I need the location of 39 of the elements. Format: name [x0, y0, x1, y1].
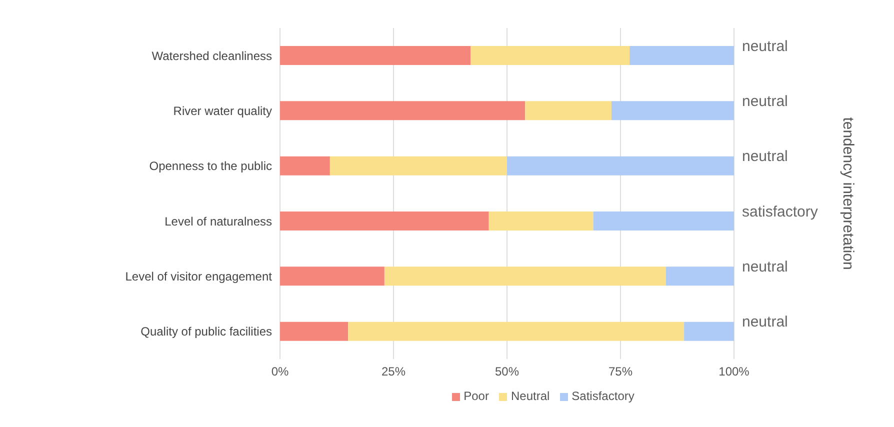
bar — [384, 266, 666, 286]
y-tick-label: Watershed cleanliness — [152, 48, 272, 63]
bar — [280, 322, 348, 341]
bar — [507, 156, 734, 176]
bar — [593, 212, 734, 230]
y-tick-label: Level of naturalness — [164, 214, 272, 228]
x-tick-label: 25% — [381, 364, 406, 379]
y-tick-label: River water quality — [173, 104, 272, 118]
y-tick-label: Openness to the public — [149, 159, 272, 174]
bar — [280, 212, 489, 230]
y2-tick-label: satisfactory — [742, 203, 818, 220]
y2-tick-label: neutral — [742, 38, 788, 55]
x-tick-label: 0% — [271, 364, 289, 379]
y2-tick-label: neutral — [742, 258, 788, 276]
bar — [630, 46, 734, 65]
bar — [280, 266, 384, 286]
bar — [280, 156, 330, 176]
bar — [525, 101, 612, 120]
text: tendency interpretation — [840, 117, 856, 270]
bar — [611, 101, 734, 120]
legend-label: Satisfactory — [572, 389, 634, 403]
bar — [470, 46, 630, 65]
x-tick-label: 75% — [608, 364, 633, 379]
legend-label: Poor — [464, 389, 489, 403]
x-tick-label: 100% — [718, 364, 750, 379]
bar — [280, 46, 471, 65]
y2-tick-label: neutral — [742, 93, 788, 110]
bar — [330, 156, 507, 176]
bar — [280, 101, 526, 120]
y2-tick-label: neutral — [742, 314, 788, 331]
y2-tick-label: neutral — [742, 148, 788, 166]
y-tick-label: Level of visitor engagement — [125, 270, 273, 284]
bar — [348, 322, 684, 341]
legend-label: Neutral — [510, 389, 550, 403]
x-tick-label: 50% — [494, 364, 520, 379]
bar — [684, 322, 734, 341]
bar — [488, 212, 594, 230]
bar — [666, 266, 734, 286]
y-tick-label: Quality of public facilities — [140, 324, 272, 339]
